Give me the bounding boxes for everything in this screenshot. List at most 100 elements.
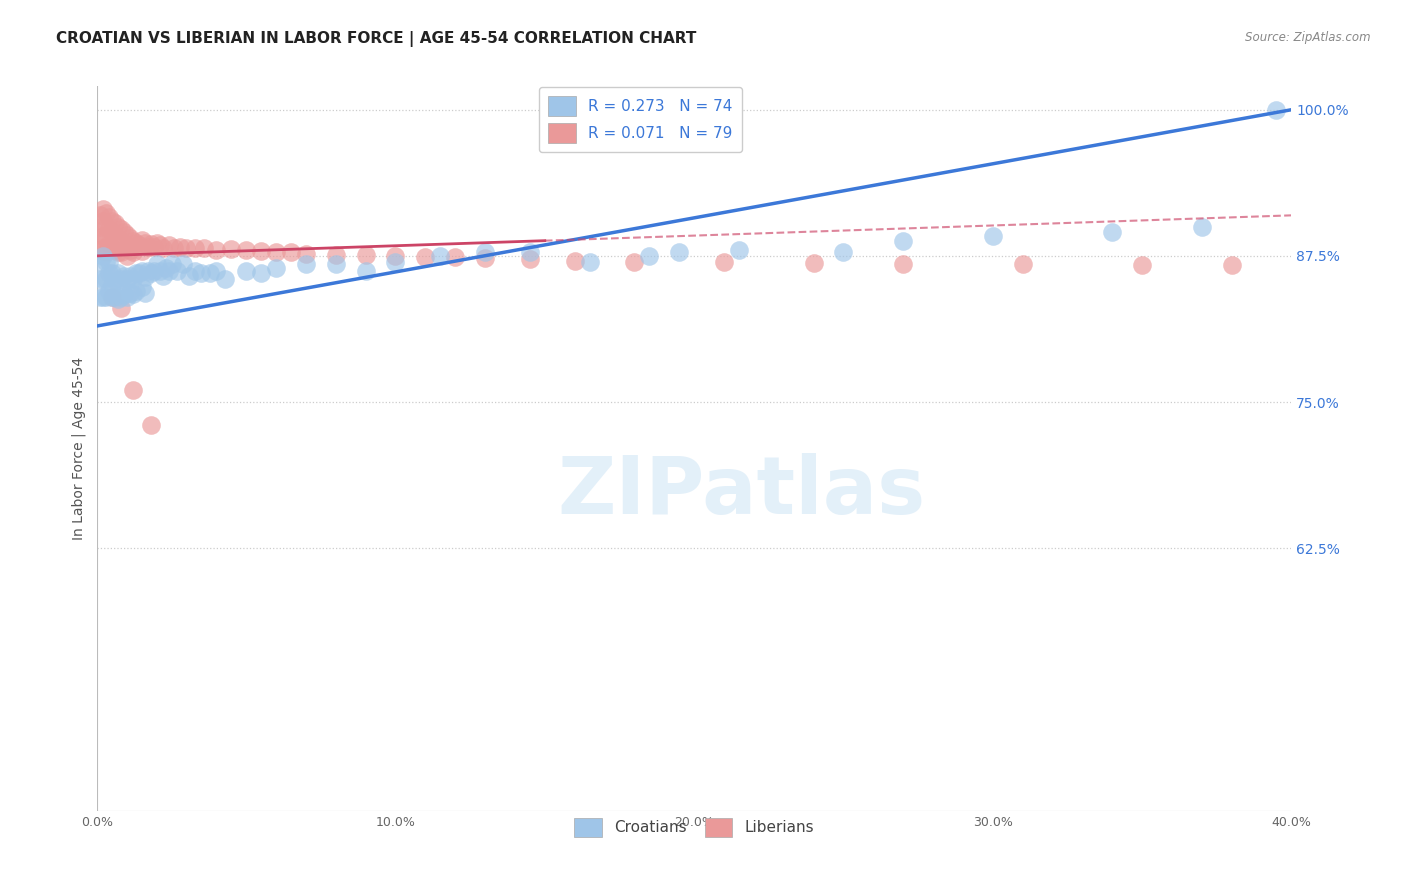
Liberians: [115, 249, 138, 263]
Liberians: [131, 244, 153, 259]
Liberians: [169, 239, 191, 253]
Croatians: [94, 272, 117, 286]
Croatians: [155, 260, 177, 275]
Croatians: [91, 290, 114, 304]
Liberians: [623, 254, 645, 268]
Croatians: [101, 290, 124, 304]
Croatians: [118, 286, 141, 301]
Liberians: [139, 418, 162, 433]
Liberians: [1011, 257, 1033, 271]
Liberians: [384, 249, 406, 263]
Liberians: [235, 243, 257, 257]
Liberians: [110, 301, 132, 316]
Croatians: [97, 284, 120, 298]
Croatians: [139, 267, 162, 281]
Croatians: [668, 245, 690, 260]
Croatians: [107, 292, 129, 306]
Liberians: [184, 241, 207, 255]
Liberians: [101, 241, 124, 255]
Liberians: [94, 219, 117, 234]
Croatians: [121, 272, 143, 286]
Croatians: [325, 257, 347, 271]
Text: Source: ZipAtlas.com: Source: ZipAtlas.com: [1246, 31, 1371, 45]
Croatians: [97, 267, 120, 281]
Liberians: [131, 233, 153, 247]
Croatians: [91, 249, 114, 263]
Liberians: [474, 251, 496, 265]
Liberians: [110, 245, 132, 260]
Text: CROATIAN VS LIBERIAN IN LABOR FORCE | AGE 45-54 CORRELATION CHART: CROATIAN VS LIBERIAN IN LABOR FORCE | AG…: [56, 31, 696, 47]
Croatians: [89, 290, 111, 304]
Croatians: [250, 267, 273, 281]
Croatians: [264, 260, 287, 275]
Liberians: [250, 244, 273, 259]
Liberians: [104, 243, 127, 257]
Liberians: [280, 245, 302, 260]
Croatians: [131, 264, 153, 278]
Liberians: [139, 237, 162, 252]
Croatians: [578, 254, 600, 268]
Y-axis label: In Labor Force | Age 45-54: In Labor Force | Age 45-54: [72, 357, 86, 541]
Liberians: [325, 248, 347, 262]
Croatians: [110, 290, 132, 304]
Croatians: [107, 278, 129, 293]
Croatians: [981, 229, 1004, 244]
Liberians: [91, 202, 114, 216]
Liberians: [157, 238, 180, 252]
Liberians: [264, 245, 287, 260]
Liberians: [107, 245, 129, 260]
Liberians: [219, 242, 242, 256]
Liberians: [205, 243, 228, 257]
Liberians: [121, 234, 143, 248]
Croatians: [152, 268, 174, 283]
Croatians: [1191, 219, 1213, 234]
Croatians: [1101, 226, 1123, 240]
Liberians: [152, 241, 174, 255]
Liberians: [89, 231, 111, 245]
Liberians: [176, 241, 198, 255]
Liberians: [142, 239, 165, 253]
Croatians: [166, 264, 188, 278]
Croatians: [190, 267, 212, 281]
Liberians: [1220, 258, 1243, 272]
Liberians: [564, 253, 586, 268]
Liberians: [124, 235, 146, 250]
Liberians: [295, 246, 318, 260]
Liberians: [803, 256, 825, 270]
Legend: Croatians, Liberians: Croatians, Liberians: [568, 812, 820, 844]
Croatians: [112, 268, 135, 283]
Liberians: [415, 250, 437, 264]
Croatians: [101, 278, 124, 293]
Liberians: [148, 238, 170, 252]
Croatians: [145, 257, 167, 271]
Liberians: [104, 216, 127, 230]
Liberians: [101, 214, 124, 228]
Liberians: [94, 245, 117, 260]
Liberians: [97, 211, 120, 225]
Croatians: [94, 290, 117, 304]
Liberians: [163, 241, 186, 255]
Text: ZIPatlas: ZIPatlas: [558, 453, 927, 532]
Croatians: [1265, 103, 1288, 117]
Croatians: [94, 254, 117, 268]
Croatians: [519, 245, 541, 260]
Croatians: [142, 264, 165, 278]
Liberians: [121, 384, 143, 398]
Liberians: [110, 222, 132, 236]
Liberians: [110, 234, 132, 248]
Liberians: [94, 205, 117, 219]
Croatians: [891, 234, 914, 248]
Liberians: [94, 231, 117, 245]
Liberians: [101, 226, 124, 240]
Croatians: [104, 290, 127, 304]
Croatians: [638, 249, 661, 263]
Liberians: [115, 239, 138, 253]
Liberians: [104, 229, 127, 244]
Croatians: [474, 245, 496, 260]
Liberians: [97, 222, 120, 236]
Liberians: [91, 229, 114, 244]
Croatians: [89, 254, 111, 268]
Croatians: [384, 254, 406, 268]
Croatians: [115, 290, 138, 304]
Croatians: [136, 264, 159, 278]
